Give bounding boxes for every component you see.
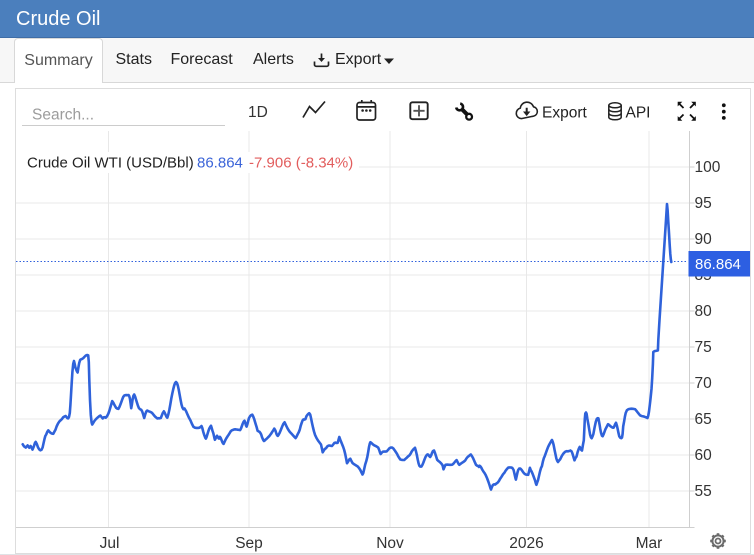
svg-text:Nov: Nov [376,535,404,552]
svg-text:70: 70 [695,375,713,392]
svg-text:80: 80 [695,303,713,320]
svg-text:Crude Oil WTI (USD/Bbl)86.864-: Crude Oil WTI (USD/Bbl) 86.864 -7.906 (-8.… [27,155,353,172]
svg-text:Sep: Sep [235,535,263,552]
svg-text:Search...: Search... [32,107,94,124]
svg-text:95: 95 [695,195,712,212]
svg-text:55: 55 [695,483,712,500]
svg-text:100: 100 [695,159,721,176]
svg-text:65: 65 [695,411,712,428]
svg-text:90: 90 [695,231,713,248]
svg-text:Export: Export [542,105,587,122]
svg-text:Jul: Jul [100,535,120,552]
svg-text:1D: 1D [248,104,268,121]
svg-text:75: 75 [695,339,712,356]
svg-text:Mar: Mar [636,535,663,552]
svg-text:API: API [626,105,651,122]
svg-text:60: 60 [695,447,713,464]
svg-text:2026: 2026 [509,535,543,552]
svg-text:86.864: 86.864 [695,256,741,273]
